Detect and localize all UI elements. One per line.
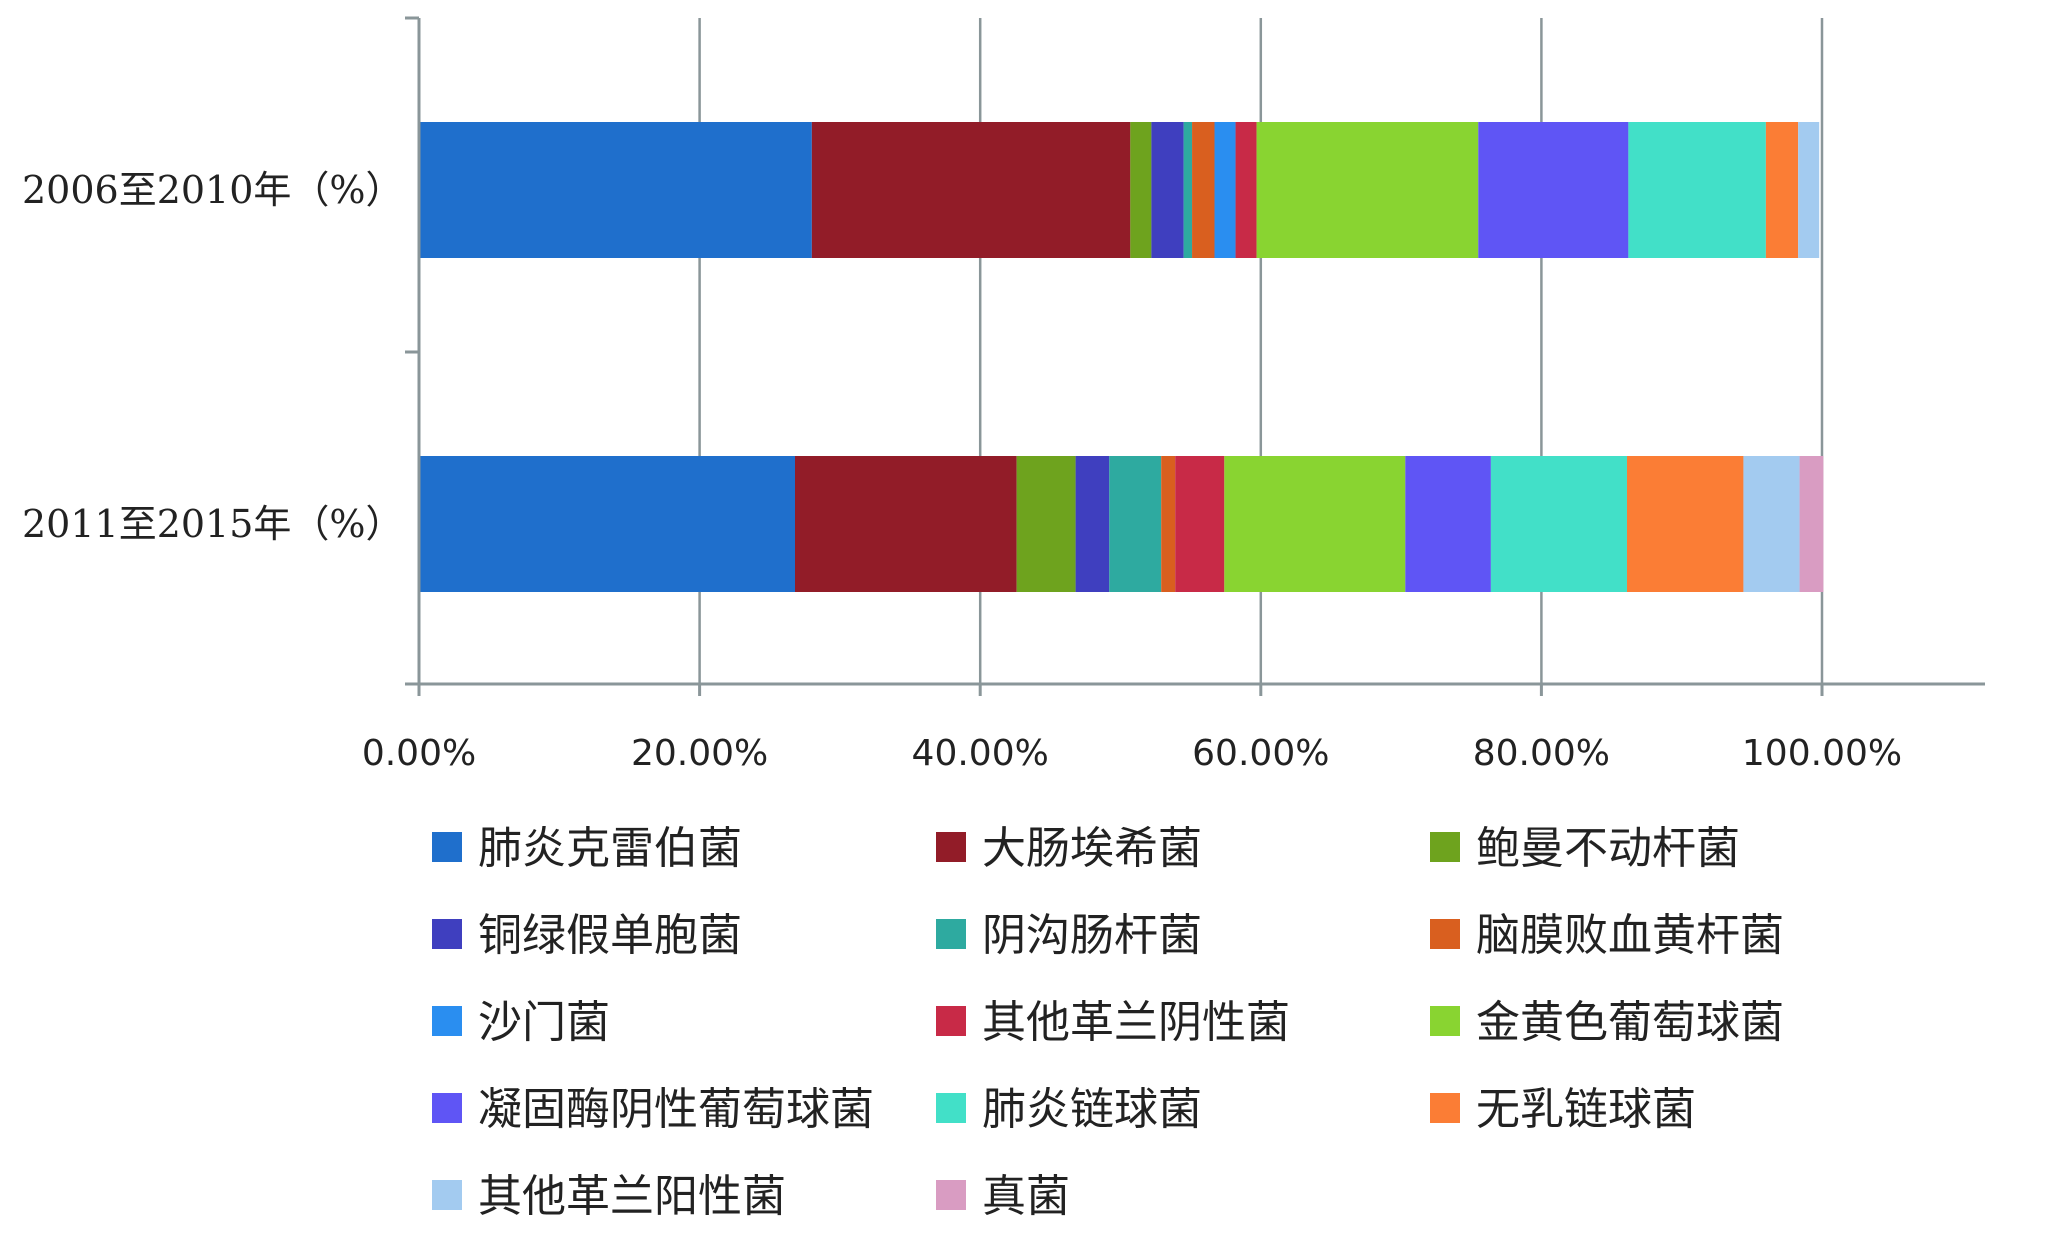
legend-swatch xyxy=(936,1180,966,1210)
legend-label: 凝固酶阴性葡萄球菌 xyxy=(478,1084,874,1135)
bar-segment xyxy=(1109,456,1162,592)
bar-segment xyxy=(1214,122,1236,258)
bar-segment xyxy=(1183,122,1193,258)
bar-segment xyxy=(1405,456,1491,592)
legend-label: 金黄色葡萄球菌 xyxy=(1476,997,1784,1048)
legend-item: 凝固酶阴性葡萄球菌 xyxy=(432,1084,874,1135)
bar-segment xyxy=(1130,122,1152,258)
bar-segment xyxy=(1075,456,1110,592)
x-tick-labels: 0.00% 20.00% 40.00% 60.00% 80.00% 100.00% xyxy=(362,733,1902,774)
bar-segment xyxy=(1256,122,1479,258)
legend-label: 真菌 xyxy=(982,1171,1070,1222)
legend-label: 肺炎链球菌 xyxy=(982,1084,1202,1135)
legend-label: 无乳链球菌 xyxy=(1476,1084,1696,1135)
bar-segment xyxy=(1151,122,1184,258)
x-tick-label: 60.00% xyxy=(1192,733,1329,774)
legend-swatch xyxy=(432,919,462,949)
category-labels: 2006至2010年（%） 2011至2015年（%） xyxy=(22,168,404,546)
legend-swatch xyxy=(936,919,966,949)
bar-segment xyxy=(795,456,1017,592)
legend-swatch xyxy=(432,1006,462,1036)
bar-segment xyxy=(1161,456,1176,592)
bar-segment xyxy=(1798,122,1820,258)
legend-label: 沙门菌 xyxy=(478,997,610,1048)
bar-segment xyxy=(1224,456,1406,592)
legend-swatch xyxy=(1430,1093,1460,1123)
x-tick-label: 20.00% xyxy=(631,733,768,774)
legend-swatch xyxy=(432,1180,462,1210)
bar-segment xyxy=(1743,456,1800,592)
legend-item: 肺炎链球菌 xyxy=(936,1084,1202,1135)
legend-item: 肺炎克雷伯菌 xyxy=(432,823,742,874)
x-tick-label: 0.00% xyxy=(362,733,476,774)
legend-label: 脑膜败血黄杆菌 xyxy=(1476,910,1784,961)
category-label: 2011至2015年（%） xyxy=(22,502,404,546)
x-tick-label: 40.00% xyxy=(912,733,1049,774)
legend-item: 阴沟肠杆菌 xyxy=(936,910,1202,961)
legend-swatch xyxy=(1430,1006,1460,1036)
x-tick-label: 80.00% xyxy=(1473,733,1610,774)
legend-label: 阴沟肠杆菌 xyxy=(982,910,1202,961)
bar-segment xyxy=(1628,122,1766,258)
bar-segment xyxy=(1799,456,1824,592)
legend-swatch xyxy=(936,1006,966,1036)
legend-item: 其他革兰阳性菌 xyxy=(432,1171,786,1222)
bar-segment xyxy=(1175,456,1225,592)
bar-segment xyxy=(1478,122,1629,258)
bar-segment xyxy=(1626,456,1744,592)
legend-label: 其他革兰阳性菌 xyxy=(478,1171,786,1222)
legend-item: 铜绿假单胞菌 xyxy=(432,910,742,961)
axes xyxy=(405,16,1985,696)
legend-item: 脑膜败血黄杆菌 xyxy=(1430,910,1784,961)
legend-item: 沙门菌 xyxy=(432,997,610,1048)
bar-segment xyxy=(419,122,812,258)
bar-segment xyxy=(1490,456,1627,592)
legend-swatch xyxy=(1430,919,1460,949)
bar-segment xyxy=(1765,122,1799,258)
legend-item: 鲍曼不动杆菌 xyxy=(1430,823,1740,874)
category-label: 2006至2010年（%） xyxy=(22,168,404,212)
bar-segment xyxy=(1192,122,1215,258)
legend-swatch xyxy=(432,832,462,862)
legend-swatch xyxy=(936,1093,966,1123)
bar-segments xyxy=(419,122,1824,592)
legend-swatch xyxy=(936,832,966,862)
legend-label: 铜绿假单胞菌 xyxy=(478,910,742,961)
legend-swatch xyxy=(432,1093,462,1123)
bar-segment xyxy=(419,456,796,592)
legend-item: 金黄色葡萄球菌 xyxy=(1430,997,1784,1048)
legend-item: 大肠埃希菌 xyxy=(936,823,1202,874)
legend-label: 鲍曼不动杆菌 xyxy=(1476,823,1740,874)
legend-item: 真菌 xyxy=(936,1171,1070,1222)
legend-item: 无乳链球菌 xyxy=(1430,1084,1696,1135)
bar-segment xyxy=(1235,122,1257,258)
bar-segment xyxy=(811,122,1131,258)
bar-segment xyxy=(1016,456,1076,592)
legend-label: 大肠埃希菌 xyxy=(982,823,1202,874)
legend-swatch xyxy=(1430,832,1460,862)
x-tick-label: 100.00% xyxy=(1742,733,1902,774)
legend-item: 其他革兰阴性菌 xyxy=(936,997,1290,1048)
legend-label: 肺炎克雷伯菌 xyxy=(478,823,742,874)
legend-label: 其他革兰阴性菌 xyxy=(982,997,1290,1048)
